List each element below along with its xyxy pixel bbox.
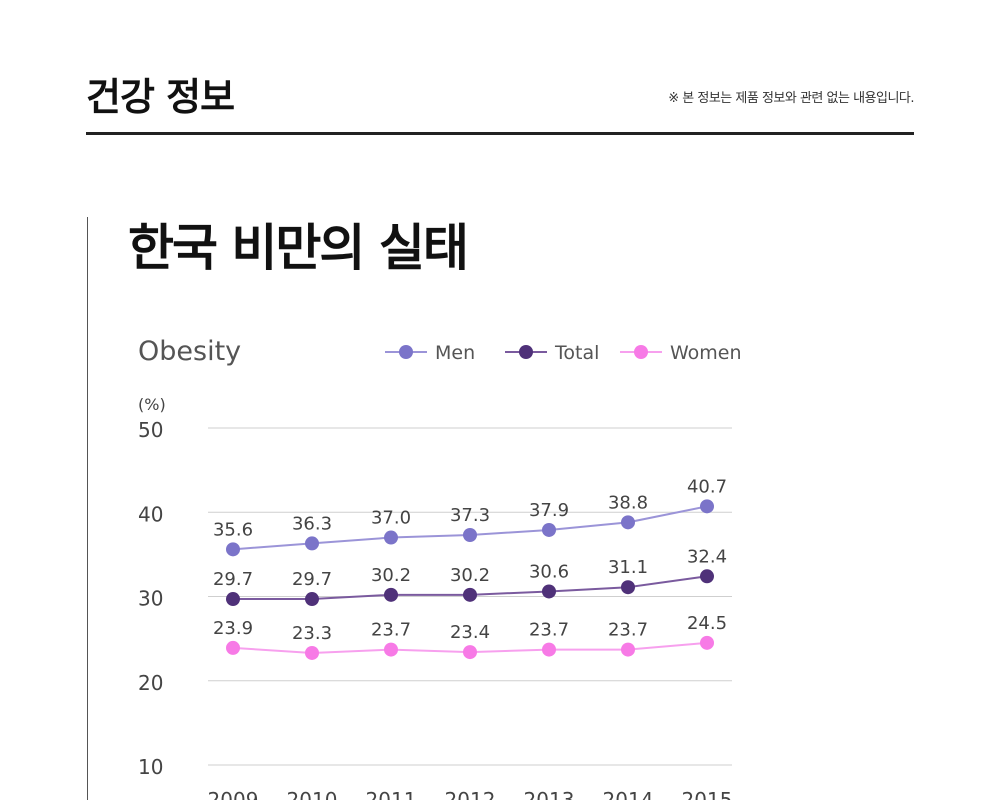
data-point bbox=[226, 542, 240, 557]
data-point bbox=[700, 569, 714, 584]
x-tick-label: 2012 bbox=[445, 788, 496, 800]
legend-item-men: Men bbox=[385, 342, 475, 364]
data-point bbox=[384, 642, 398, 657]
data-point bbox=[305, 536, 319, 551]
data-label: 37.0 bbox=[371, 508, 411, 529]
data-point bbox=[384, 587, 398, 602]
y-tick-label: 10 bbox=[138, 755, 163, 779]
page-title: 건강 정보 bbox=[86, 75, 235, 119]
y-axis-label: (%) bbox=[138, 395, 166, 414]
legend-marker bbox=[399, 345, 413, 359]
y-tick-label: 40 bbox=[138, 502, 163, 526]
series-group: 35.6 36.3 37.0 37.3 37.9 38.8 40.7 29.7 29.7 30.2… bbox=[213, 476, 727, 660]
data-label: 23.7 bbox=[529, 620, 569, 641]
x-tick-label: 2013 bbox=[524, 788, 575, 800]
data-point bbox=[305, 645, 319, 660]
data-point bbox=[542, 522, 556, 537]
legend-item-total: Total bbox=[505, 342, 599, 364]
data-label: 35.6 bbox=[213, 519, 253, 540]
data-point bbox=[305, 592, 319, 607]
data-label: 29.7 bbox=[213, 569, 253, 590]
legend-label: Men bbox=[435, 342, 475, 364]
data-label: 37.9 bbox=[529, 500, 569, 521]
series-men: 35.6 36.3 37.0 37.3 37.9 38.8 40.7 bbox=[213, 476, 727, 557]
data-label: 29.7 bbox=[292, 569, 332, 590]
data-point bbox=[226, 640, 240, 655]
disclaimer-note: ※ 본 정보는 제품 정보와 관련 없는 내용입니다. bbox=[668, 91, 914, 106]
x-tick-label: 2011 bbox=[366, 788, 417, 800]
data-label: 36.3 bbox=[292, 513, 332, 534]
data-point bbox=[542, 584, 556, 599]
data-point bbox=[463, 645, 477, 660]
data-label: 24.5 bbox=[687, 613, 727, 634]
x-tick-label: 2009 bbox=[208, 788, 259, 800]
data-label: 23.7 bbox=[608, 620, 648, 641]
series-total: 29.7 29.7 30.2 30.2 30.6 31.1 32.4 bbox=[213, 546, 727, 607]
data-point bbox=[621, 580, 635, 595]
data-point bbox=[226, 592, 240, 607]
legend-label: Total bbox=[554, 342, 599, 364]
data-label: 30.2 bbox=[371, 565, 411, 586]
data-label: 32.4 bbox=[687, 546, 727, 567]
x-tick-label: 2010 bbox=[287, 788, 338, 800]
data-point bbox=[621, 515, 635, 530]
legend: Men Total Women bbox=[385, 342, 742, 364]
gridlines bbox=[208, 427, 732, 766]
x-tick-label: 2014 bbox=[603, 788, 654, 800]
data-label: 30.2 bbox=[450, 565, 490, 586]
x-tick-labels: 2009 2010 2011 2012 2013 2014 2015 bbox=[208, 788, 733, 804]
data-label: 23.7 bbox=[371, 620, 411, 641]
data-point bbox=[700, 635, 714, 650]
data-label: 23.3 bbox=[292, 623, 332, 644]
page-header: 건강 정보 ※ 본 정보는 제품 정보와 관련 없는 내용입니다. bbox=[86, 60, 914, 135]
legend-label: Women bbox=[670, 342, 742, 364]
data-label: 31.1 bbox=[608, 557, 648, 578]
data-label: 23.9 bbox=[213, 618, 253, 639]
data-label: 23.4 bbox=[450, 622, 490, 643]
y-tick-labels: 50 40 30 20 10 bbox=[138, 418, 163, 779]
legend-marker bbox=[634, 345, 648, 359]
x-tick-label: 2015 bbox=[682, 788, 733, 800]
y-tick-label: 50 bbox=[138, 418, 163, 442]
chart-title: Obesity bbox=[138, 336, 241, 367]
data-label: 38.8 bbox=[608, 492, 648, 513]
data-point bbox=[621, 642, 635, 657]
section-divider bbox=[87, 217, 88, 800]
legend-item-women: Women bbox=[620, 342, 742, 364]
data-label: 30.6 bbox=[529, 561, 569, 582]
data-point bbox=[542, 642, 556, 657]
data-label: 40.7 bbox=[687, 476, 727, 497]
data-point bbox=[463, 587, 477, 602]
series-women: 23.9 23.3 23.7 23.4 23.7 23.7 24.5 bbox=[213, 613, 727, 660]
data-point bbox=[384, 530, 398, 545]
legend-marker bbox=[519, 345, 533, 359]
data-label: 37.3 bbox=[450, 505, 490, 526]
y-tick-label: 30 bbox=[138, 587, 163, 611]
y-tick-label: 20 bbox=[138, 671, 163, 695]
section-title: 한국 비만의 실태 bbox=[128, 219, 469, 277]
data-point bbox=[463, 527, 477, 542]
data-point bbox=[700, 499, 714, 514]
